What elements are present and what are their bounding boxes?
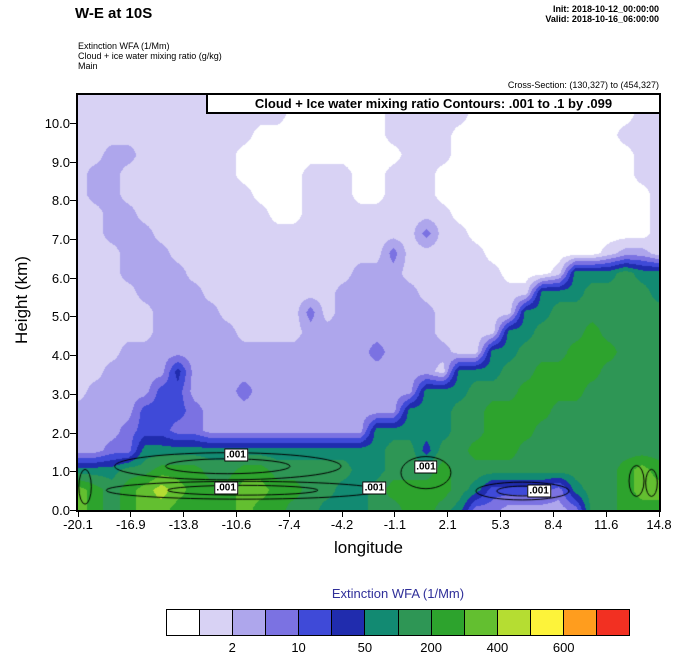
x-tickmark bbox=[447, 512, 449, 517]
y-tickmark bbox=[70, 239, 76, 240]
y-tick-label: 7.0 bbox=[51, 232, 70, 247]
x-tickmark bbox=[605, 512, 607, 517]
colorbar-cell-2 bbox=[233, 610, 267, 635]
x-tick-label: 5.3 bbox=[491, 517, 510, 532]
field-name-main: Main bbox=[78, 61, 98, 71]
x-tickmark bbox=[658, 512, 660, 517]
colorbar-cell-5 bbox=[332, 610, 366, 635]
colorbar-cell-3 bbox=[266, 610, 300, 635]
x-tick-label: -4.2 bbox=[330, 517, 354, 532]
cross-section-info: Cross-Section: (130,327) to (454,327) bbox=[507, 80, 659, 90]
legend-tick-label: 200 bbox=[420, 640, 442, 655]
x-tickmark bbox=[235, 512, 237, 517]
colorbar bbox=[166, 609, 630, 636]
colorbar-cell-11 bbox=[530, 610, 564, 635]
y-tick-label: 6.0 bbox=[51, 270, 70, 286]
x-tick-label: 11.6 bbox=[594, 517, 619, 532]
y-tickmark bbox=[70, 432, 76, 434]
y-tickmark bbox=[70, 471, 76, 473]
x-tickmark bbox=[130, 512, 132, 517]
colorbar-cell-13 bbox=[597, 610, 630, 635]
y-tick-label: 10.0 bbox=[44, 115, 70, 131]
x-tickmark bbox=[183, 512, 185, 517]
y-tickmark bbox=[70, 510, 76, 511]
x-tick-label: -16.9 bbox=[115, 517, 146, 532]
contour-value-label: .001 bbox=[224, 448, 248, 462]
x-tick-label: 8.4 bbox=[544, 517, 563, 532]
legend-title: Extinction WFA (1/Mm) bbox=[331, 586, 465, 601]
x-tick-label: -1.1 bbox=[383, 517, 407, 532]
x-tick-label: 2.1 bbox=[438, 517, 457, 532]
colorbar-cell-12 bbox=[563, 610, 598, 635]
y-tickmark bbox=[70, 316, 76, 318]
legend-tick-label: 600 bbox=[552, 640, 575, 655]
colorbar-cell-4 bbox=[299, 610, 333, 635]
x-tick-label: -13.8 bbox=[168, 517, 199, 532]
colorbar-cell-7 bbox=[398, 610, 432, 635]
colorbar-cell-10 bbox=[497, 610, 531, 635]
x-tickmark bbox=[288, 512, 290, 517]
contour-value-label: .001 bbox=[214, 481, 238, 495]
page-title: W-E at 10S bbox=[75, 5, 153, 22]
colorbar-cell-9 bbox=[464, 610, 498, 635]
y-tick-label: 0.0 bbox=[51, 503, 70, 518]
x-tickmark bbox=[341, 512, 343, 517]
contour-title: Cloud + Ice water mixing ratio Contours:… bbox=[206, 93, 661, 114]
x-tickmark bbox=[394, 512, 396, 517]
x-tick-label: 14.8 bbox=[646, 517, 672, 532]
colorbar-cell-0 bbox=[167, 610, 201, 635]
contour-value-label: .001 bbox=[362, 481, 387, 495]
x-tick-label: -20.1 bbox=[63, 517, 93, 532]
y-tickmark bbox=[70, 200, 76, 202]
contour-field-canvas bbox=[78, 95, 659, 510]
y-tick-label: 9.0 bbox=[51, 154, 70, 170]
plot-frame: Cloud + Ice water mixing ratio Contours:… bbox=[76, 93, 661, 512]
x-axis-title: longitude bbox=[333, 538, 403, 557]
y-tickmark bbox=[70, 355, 76, 357]
contour-value-label: .001 bbox=[414, 460, 438, 474]
contour-value-label: .001 bbox=[527, 484, 551, 498]
legend-tick-label: 10 bbox=[291, 640, 306, 655]
x-tickmark bbox=[552, 512, 554, 517]
x-tickmark bbox=[500, 512, 502, 517]
field-name-extinction: Extinction WFA (1/Mm) bbox=[78, 41, 170, 51]
y-tick-label: 4.0 bbox=[51, 348, 70, 364]
y-tick-label: 5.0 bbox=[51, 309, 70, 325]
y-tickmark bbox=[70, 122, 76, 124]
colorbar-cell-1 bbox=[200, 610, 234, 635]
colorbar-cell-6 bbox=[365, 610, 399, 635]
legend-tick-label: 50 bbox=[357, 640, 373, 655]
y-tickmark bbox=[70, 393, 76, 395]
x-tick-label: -10.6 bbox=[221, 517, 252, 532]
colorbar-cell-8 bbox=[431, 610, 465, 635]
valid-timestamp: Valid: 2018-10-16_06:00:00 bbox=[545, 14, 659, 24]
x-tickmark bbox=[77, 512, 79, 517]
x-tick-label: -7.4 bbox=[278, 517, 301, 532]
y-tickmark bbox=[70, 161, 76, 163]
y-tick-label: 8.0 bbox=[51, 193, 70, 209]
legend-tick-label: 2 bbox=[228, 640, 236, 655]
y-tick-label: 2.0 bbox=[51, 425, 70, 441]
y-tick-label: 1.0 bbox=[51, 464, 70, 480]
init-timestamp: Init: 2018-10-12_00:00:00 bbox=[552, 4, 659, 14]
y-tick-label: 3.0 bbox=[51, 386, 70, 402]
legend-tick-label: 400 bbox=[486, 640, 509, 655]
y-tickmark bbox=[70, 277, 76, 279]
field-name-cloud-ice: Cloud + ice water mixing ratio (g/kg) bbox=[78, 51, 222, 61]
